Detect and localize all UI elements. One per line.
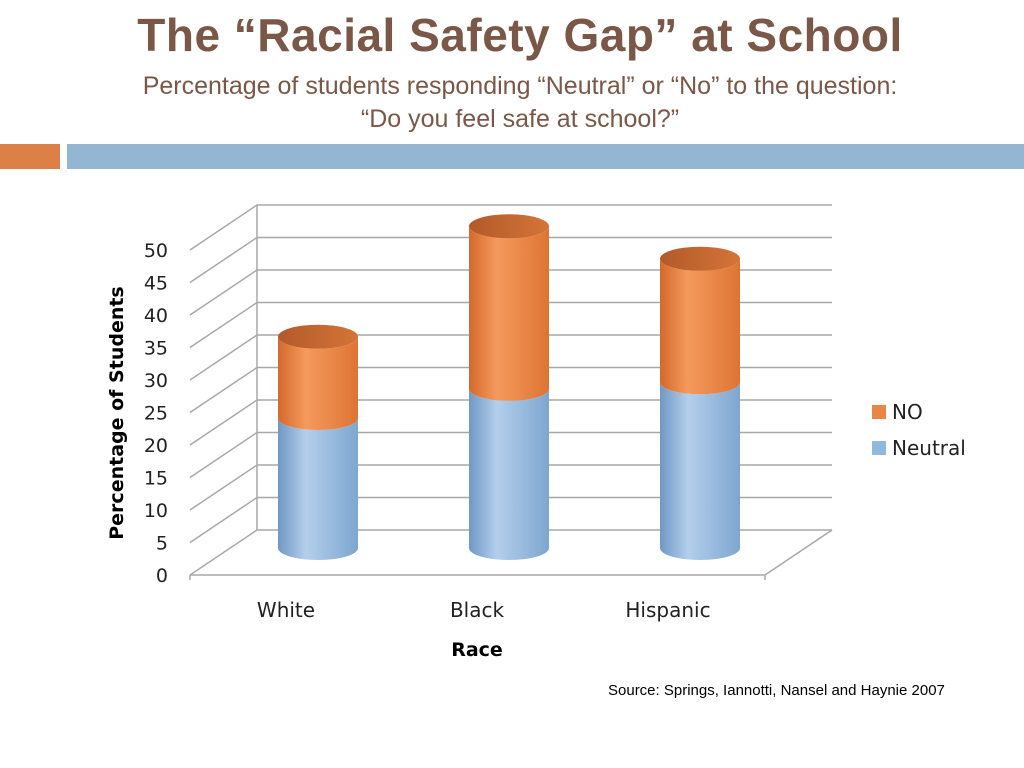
x-tick-label: White (257, 598, 315, 622)
bar-segment-no-hispanic (660, 258, 740, 395)
legend: NO Neutral (872, 400, 966, 460)
legend-label-neutral: Neutral (892, 436, 966, 460)
y-tick-label: 50 (144, 240, 168, 262)
y-tick-label: 15 (144, 468, 168, 490)
subtitle-line-1: Percentage of students responding “Neutr… (142, 72, 898, 100)
y-tick-label: 20 (144, 435, 168, 457)
y-axis-label: Percentage of Students (106, 286, 128, 540)
y-tick-label: 10 (144, 500, 168, 522)
slide-title: The “Racial Safety Gap” at School (137, 9, 903, 61)
category-label-layer: White Black Hispanic (257, 598, 711, 622)
y-tick-label: 0 (156, 565, 168, 587)
y-tick-label: 35 (144, 338, 168, 360)
bar-top-cap-hispanic (660, 246, 740, 271)
bar-segment-neutral-black (469, 388, 549, 560)
axis-line (764, 529, 833, 576)
slide-subtitle: Percentage of students responding “Neutr… (0, 70, 1024, 136)
x-tick-label: Black (450, 598, 505, 622)
bar-top-cap-black (469, 214, 549, 239)
accent-band-orange (0, 144, 60, 169)
bar-segment-no-white (278, 336, 358, 430)
x-tick-label: Hispanic (625, 598, 710, 622)
y-tick-label: 5 (156, 533, 168, 555)
legend-swatch-no (872, 405, 886, 419)
bar-segment-no-black (469, 226, 549, 401)
bar-segment-neutral-hispanic (660, 382, 740, 560)
y-tick-layer: 0 5 10 15 20 25 30 35 40 45 50 (144, 240, 168, 587)
bar-top-cap-white (278, 324, 358, 349)
bar-layer (278, 214, 740, 560)
y-tick-label: 25 (144, 403, 168, 425)
x-axis-label: Race (451, 639, 503, 661)
grid-layer (189, 204, 833, 580)
y-tick-label: 30 (144, 370, 168, 392)
accent-band-blue (67, 144, 1024, 169)
source-note: Source: Springs, Iannotti, Nansel and Ha… (608, 682, 945, 699)
y-tick-label: 45 (144, 273, 168, 295)
y-tick-label: 40 (144, 305, 168, 327)
legend-label-no: NO (892, 400, 923, 424)
subtitle-line-2: “Do you feel safe at school?” (360, 105, 680, 133)
bar-segment-neutral-white (278, 418, 358, 560)
legend-swatch-neutral (872, 441, 886, 455)
